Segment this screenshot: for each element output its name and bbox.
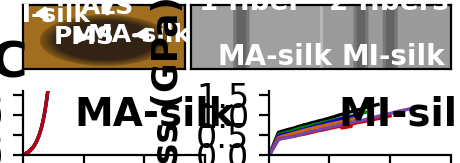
Text: 2 fibers: 2 fibers — [329, 0, 448, 16]
Text: B: B — [181, 0, 219, 4]
Text: PMS: PMS — [54, 25, 115, 49]
Y-axis label: Stress (GPa): Stress (GPa) — [151, 0, 185, 163]
Text: C: C — [0, 40, 27, 88]
Text: A: A — [10, 0, 49, 4]
Text: MI-silk: MI-silk — [0, 3, 91, 27]
Text: MA-silk: MA-silk — [218, 43, 332, 71]
Text: MA-silk: MA-silk — [88, 23, 191, 47]
Text: ALS: ALS — [80, 0, 134, 19]
Text: MI-silk: MI-silk — [339, 96, 460, 133]
Text: MA-silk: MA-silk — [74, 96, 234, 133]
Text: 1 fiber: 1 fiber — [199, 0, 302, 16]
Text: MI-silk: MI-silk — [342, 43, 445, 71]
